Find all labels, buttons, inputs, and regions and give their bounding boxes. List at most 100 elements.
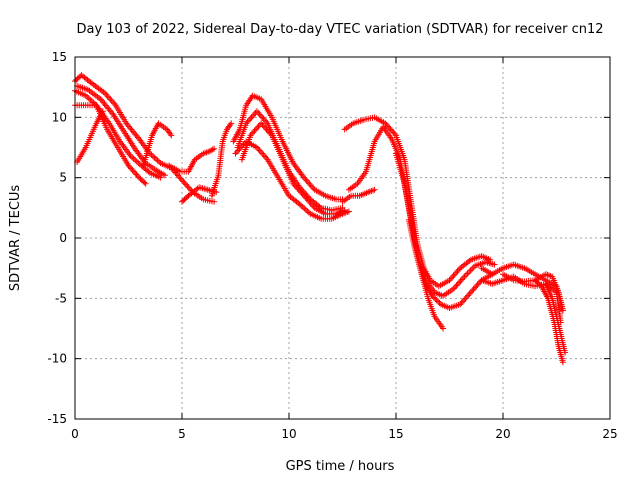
data-point	[128, 165, 135, 172]
data-point	[451, 271, 458, 278]
data-point	[176, 174, 183, 181]
data-point	[250, 129, 257, 136]
data-point	[465, 292, 472, 299]
data-point	[454, 268, 461, 275]
series-track-10	[230, 92, 346, 203]
data-point	[154, 157, 161, 164]
data-point	[134, 173, 141, 180]
data-point	[466, 290, 473, 297]
data-point	[345, 208, 352, 215]
data-point	[462, 295, 469, 302]
data-point	[252, 126, 259, 133]
x-tick-label: 25	[602, 427, 617, 441]
data-point	[105, 94, 112, 101]
data-point	[307, 200, 314, 207]
x-tick-label: 5	[178, 427, 186, 441]
y-tick-label: -5	[55, 291, 67, 305]
data-point	[177, 175, 184, 182]
data-point	[455, 266, 462, 273]
data-point	[145, 168, 152, 175]
data-point	[209, 146, 216, 153]
data-point	[467, 267, 474, 274]
data-point	[450, 272, 457, 279]
data-point	[129, 167, 136, 174]
x-axis-ticks: 0 5 10 15 20 25	[71, 57, 618, 441]
x-axis-label: GPS time / hours	[286, 459, 395, 474]
data-point	[464, 270, 471, 277]
data-point	[304, 179, 311, 186]
data-point	[103, 91, 110, 98]
data-point	[301, 205, 308, 212]
series-track-6	[140, 120, 175, 169]
data-point	[461, 273, 468, 280]
series-track-12	[238, 120, 348, 217]
data-point	[309, 183, 316, 190]
data-point	[371, 186, 378, 193]
data-point	[184, 183, 191, 190]
data-point	[303, 177, 310, 184]
series-track-5	[74, 108, 106, 165]
data-point	[168, 132, 175, 139]
data-point	[491, 261, 498, 268]
data-point	[304, 208, 311, 215]
data-point	[142, 180, 149, 187]
data-point	[132, 170, 139, 177]
data-point	[470, 286, 477, 293]
data-point	[133, 158, 140, 165]
data-point	[109, 99, 116, 106]
data-point	[453, 282, 460, 289]
data-point	[104, 93, 111, 100]
data-point	[256, 111, 263, 118]
data-point	[487, 256, 494, 263]
data-point	[149, 153, 156, 160]
data-point	[249, 112, 256, 119]
data-point	[469, 265, 476, 272]
data-point	[466, 268, 473, 275]
data-point	[247, 115, 254, 122]
data-point	[228, 120, 235, 127]
data-point	[135, 159, 142, 166]
series-track-2	[74, 82, 168, 179]
data-point	[259, 114, 266, 121]
data-series	[72, 72, 569, 366]
data-point	[254, 124, 261, 131]
data-point	[259, 150, 266, 157]
data-point	[151, 154, 158, 161]
y-axis-label: SDTVAR / TECUs	[8, 185, 23, 292]
data-point	[180, 178, 187, 185]
data-point	[460, 275, 467, 282]
data-point	[108, 97, 115, 104]
data-point	[232, 150, 239, 157]
series-track-18	[405, 216, 447, 332]
data-point	[463, 293, 470, 300]
y-tick-label: 5	[59, 171, 67, 185]
data-point	[255, 123, 262, 130]
data-point	[260, 152, 267, 159]
data-point	[440, 325, 447, 332]
data-point	[452, 284, 459, 291]
data-point	[183, 181, 190, 188]
data-point	[181, 180, 188, 187]
series-track-4	[72, 102, 149, 187]
data-point	[559, 307, 566, 314]
data-point	[256, 147, 263, 154]
data-point	[559, 359, 566, 366]
data-point	[435, 298, 442, 305]
data-point	[248, 114, 255, 121]
data-point	[307, 182, 314, 189]
data-point	[562, 349, 569, 356]
data-point	[463, 272, 470, 279]
data-point	[211, 198, 218, 205]
y-tick-label: -10	[47, 352, 67, 366]
series-track-7	[166, 145, 218, 175]
data-point	[473, 283, 480, 290]
data-point	[456, 279, 463, 286]
data-point	[233, 149, 240, 156]
data-point	[461, 296, 468, 303]
data-point	[302, 206, 309, 213]
data-point	[430, 294, 437, 301]
data-point	[157, 174, 164, 181]
y-tick-label: -15	[47, 412, 67, 426]
x-tick-label: 10	[281, 427, 296, 441]
